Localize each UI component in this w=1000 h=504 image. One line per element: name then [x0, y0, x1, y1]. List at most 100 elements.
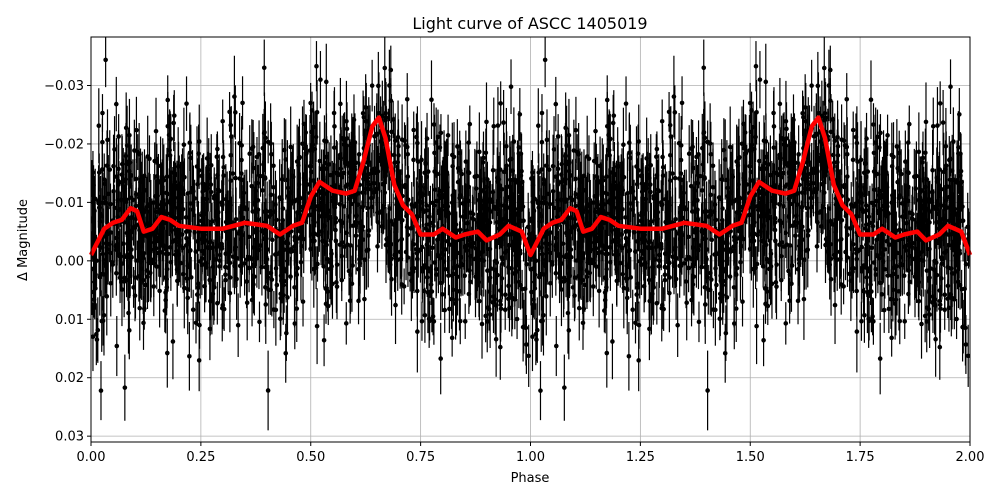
data-point: [660, 119, 665, 124]
data-point: [477, 150, 482, 155]
data-point: [826, 240, 831, 245]
data-point: [318, 77, 323, 82]
data-point: [233, 110, 238, 115]
data-point: [833, 303, 838, 308]
data-point: [391, 117, 396, 122]
data-point: [765, 289, 770, 294]
data-point: [209, 190, 214, 195]
data-point: [182, 286, 187, 291]
data-point: [844, 97, 849, 102]
data-point: [758, 77, 763, 82]
data-point: [502, 170, 507, 175]
data-point: [809, 83, 814, 88]
data-point: [937, 345, 942, 350]
data-point: [361, 111, 366, 116]
data-point: [208, 327, 213, 332]
data-point: [708, 271, 713, 276]
data-point: [931, 124, 936, 129]
data-point: [680, 101, 685, 106]
data-point: [867, 269, 872, 274]
data-point: [423, 313, 428, 318]
data-point: [732, 285, 737, 290]
data-point: [509, 157, 514, 162]
data-point: [701, 162, 706, 167]
data-point: [587, 271, 592, 276]
data-point: [627, 249, 632, 254]
data-point: [684, 207, 689, 212]
data-point: [517, 145, 522, 150]
data-point: [859, 158, 864, 163]
data-point: [878, 356, 883, 361]
data-point: [344, 143, 349, 148]
data-point: [485, 305, 490, 310]
data-point: [819, 142, 824, 147]
data-point: [863, 226, 868, 231]
data-point: [855, 329, 860, 334]
data-point: [481, 160, 486, 165]
data-point: [324, 80, 329, 85]
data-point: [263, 136, 268, 141]
data-point: [412, 266, 417, 271]
data-point: [388, 68, 393, 73]
data-point: [648, 190, 653, 195]
data-point: [417, 191, 422, 196]
data-point: [280, 244, 285, 249]
data-point: [437, 193, 442, 198]
data-point: [924, 218, 929, 223]
data-point: [134, 128, 139, 133]
data-point: [301, 299, 306, 304]
data-point: [459, 263, 464, 268]
data-point: [429, 97, 434, 102]
data-point: [195, 182, 200, 187]
data-point: [622, 286, 627, 291]
data-point: [488, 275, 493, 280]
data-point: [655, 173, 660, 178]
data-point: [673, 176, 678, 181]
data-point: [409, 278, 414, 283]
data-point: [498, 101, 503, 106]
data-point: [266, 388, 271, 393]
data-point: [593, 238, 598, 243]
data-point: [367, 228, 372, 233]
data-point: [195, 292, 200, 297]
data-point: [635, 182, 640, 187]
data-point: [419, 158, 424, 163]
data-point: [411, 242, 416, 247]
data-point: [266, 140, 271, 145]
data-point: [944, 163, 949, 168]
data-point: [271, 185, 276, 190]
data-point: [117, 208, 122, 213]
data-point: [319, 200, 324, 205]
data-point: [556, 134, 561, 139]
data-point: [415, 329, 420, 334]
data-point: [114, 344, 119, 349]
data-point: [772, 124, 777, 129]
data-point: [692, 200, 697, 205]
data-point: [245, 300, 250, 305]
data-point: [581, 306, 586, 311]
data-point: [114, 102, 119, 107]
data-point: [809, 196, 814, 201]
data-point: [375, 131, 380, 136]
data-point: [539, 319, 544, 324]
data-point: [761, 338, 766, 343]
data-point: [763, 80, 768, 85]
data-point: [694, 155, 699, 160]
data-point: [99, 388, 104, 393]
data-point: [484, 120, 489, 125]
data-point: [329, 173, 334, 178]
data-point: [806, 228, 811, 233]
data-point: [938, 101, 943, 106]
data-point: [948, 84, 953, 89]
data-point: [260, 188, 265, 193]
data-point: [855, 141, 860, 146]
data-point: [567, 328, 572, 333]
data-point: [420, 319, 425, 324]
data-point: [494, 337, 499, 342]
data-point: [917, 299, 922, 304]
data-point: [858, 247, 863, 252]
data-point: [675, 323, 680, 328]
data-point: [270, 238, 275, 243]
data-point: [707, 214, 712, 219]
